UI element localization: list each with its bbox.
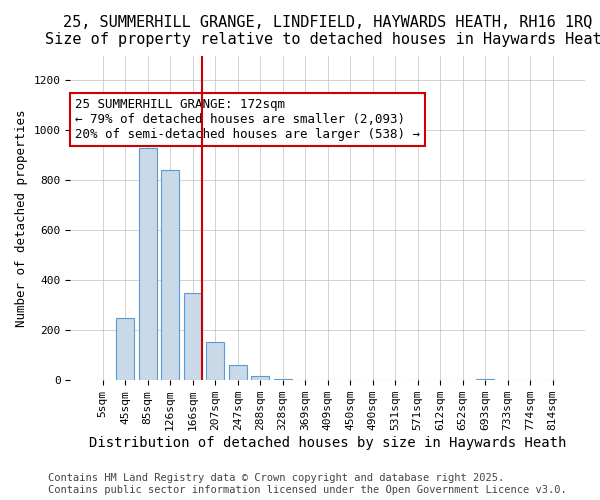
Bar [116,318,134,380]
Bar [229,365,247,380]
Text: Contains HM Land Registry data © Crown copyright and database right 2025.
Contai: Contains HM Land Registry data © Crown c… [48,474,567,495]
Title: 25, SUMMERHILL GRANGE, LINDFIELD, HAYWARDS HEATH, RH16 1RQ
Size of property rela: 25, SUMMERHILL GRANGE, LINDFIELD, HAYWAR… [45,15,600,48]
Bar [139,148,157,380]
Bar [476,379,494,380]
Bar [184,293,202,380]
Bar [161,170,179,380]
X-axis label: Distribution of detached houses by size in Haywards Heath: Distribution of detached houses by size … [89,436,566,450]
Text: 25 SUMMERHILL GRANGE: 172sqm
← 79% of detached houses are smaller (2,093)
20% of: 25 SUMMERHILL GRANGE: 172sqm ← 79% of de… [76,98,421,140]
Bar [206,342,224,380]
Y-axis label: Number of detached properties: Number of detached properties [15,109,28,326]
Bar [274,379,292,380]
Bar [251,376,269,380]
